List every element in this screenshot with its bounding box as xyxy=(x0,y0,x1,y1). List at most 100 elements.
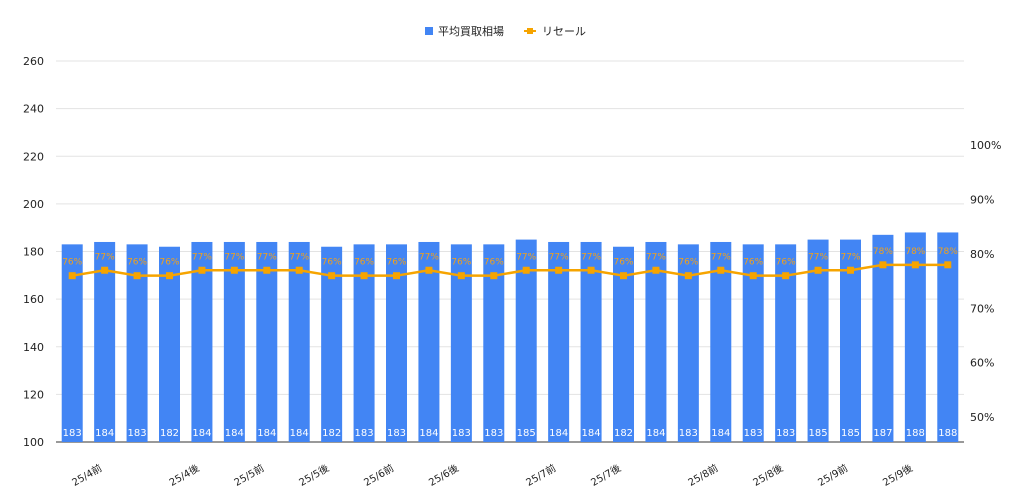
line-marker xyxy=(393,272,400,280)
bar xyxy=(840,239,861,442)
bar-value-label: 183 xyxy=(63,428,82,439)
x-tick-label: 25/8後 xyxy=(751,461,786,488)
line-marker xyxy=(166,272,173,280)
bar-value-label: 182 xyxy=(160,428,179,439)
left-axis-tick-label: 180 xyxy=(23,246,44,259)
bar-value-label: 183 xyxy=(452,428,471,439)
bar-value-label: 188 xyxy=(938,428,957,439)
line-marker xyxy=(911,261,919,269)
bar-value-label: 182 xyxy=(322,428,341,439)
bar xyxy=(807,239,829,442)
line-value-label: 76% xyxy=(62,258,82,268)
x-axis: 25/4前 25/4後 25/5前 25/5後 25/6前 25/6後 25/7前 25/7後… xyxy=(70,461,915,488)
bar-value-label: 183 xyxy=(679,428,698,439)
bar-value-label: 185 xyxy=(517,428,536,439)
x-tick-label: 25/6前 xyxy=(361,461,396,488)
line-value-label: 77% xyxy=(646,252,666,262)
bar-value-label: 185 xyxy=(809,428,828,439)
line-value-label: 76% xyxy=(451,258,471,268)
line-value-label: 77% xyxy=(192,252,212,262)
bar xyxy=(223,241,245,442)
bar-value-label: 183 xyxy=(128,428,147,439)
bar-value-label: 184 xyxy=(549,428,568,439)
bar xyxy=(159,246,180,442)
bar xyxy=(450,244,472,442)
bar-value-label: 183 xyxy=(744,428,763,439)
line-marker xyxy=(68,272,76,280)
bar xyxy=(872,234,894,442)
line-value-label: 77% xyxy=(257,252,277,262)
bar-value-label: 184 xyxy=(290,428,309,439)
line-marker xyxy=(425,266,433,274)
x-tick-label: 25/7前 xyxy=(524,461,559,488)
right-axis-tick-label: 70% xyxy=(970,302,994,315)
line-marker xyxy=(620,272,627,280)
line-value-label: 77% xyxy=(95,252,115,262)
legend-label-bar: 平均買取相場 xyxy=(438,25,504,38)
line-marker xyxy=(944,261,952,269)
bar-value-label: 183 xyxy=(355,428,374,439)
bar-value-label: 185 xyxy=(841,428,860,439)
line-value-label: 76% xyxy=(613,258,633,268)
line-value-label: 76% xyxy=(159,258,179,268)
line-value-label: 77% xyxy=(711,252,731,262)
bar xyxy=(191,241,213,442)
bar xyxy=(321,246,343,442)
bar xyxy=(613,246,634,442)
left-axis-tick-label: 220 xyxy=(23,150,44,163)
x-tick-label: 25/4後 xyxy=(167,461,202,488)
bar-value-label: 184 xyxy=(225,428,244,439)
bar xyxy=(937,232,959,442)
line-value-label: 78% xyxy=(938,247,958,257)
line-marker xyxy=(101,266,109,274)
bar-value-label: 184 xyxy=(419,428,438,439)
x-tick-label: 25/5前 xyxy=(232,461,267,488)
line-value-label: 76% xyxy=(743,258,763,268)
right-axis-tick-label: 80% xyxy=(970,248,994,261)
line-marker xyxy=(684,272,692,280)
line-marker xyxy=(198,266,206,274)
line-value-label: 76% xyxy=(322,258,342,268)
bar-value-label: 184 xyxy=(646,428,665,439)
bar xyxy=(126,244,148,442)
line-value-label: 77% xyxy=(516,252,536,262)
line-path xyxy=(72,263,948,277)
left-axis-tick-label: 260 xyxy=(23,55,44,68)
line-value-label: 76% xyxy=(386,258,406,268)
line-value-label: 76% xyxy=(678,258,698,268)
line-value-label: 77% xyxy=(840,252,860,262)
line-value-label: 78% xyxy=(873,247,893,257)
right-axis-tick-label: 90% xyxy=(970,194,994,207)
bar-value-label: 188 xyxy=(906,428,925,439)
bar xyxy=(353,244,375,442)
bar-value-labels: 183 184 183 182 184 184 184 184 182 183 183 184 183 1… xyxy=(63,428,958,439)
line-value-label: 77% xyxy=(808,252,828,262)
bar xyxy=(710,241,732,442)
bar xyxy=(94,241,116,442)
x-tick-label: 25/6後 xyxy=(426,461,461,488)
bar xyxy=(742,244,764,442)
bar xyxy=(515,239,537,442)
legend: 平均買取相場 リセール xyxy=(425,25,586,38)
bar xyxy=(645,241,667,442)
bar-value-label: 184 xyxy=(711,428,730,439)
line-marker xyxy=(782,272,790,280)
line-marker xyxy=(490,272,498,280)
line-value-label: 77% xyxy=(419,252,439,262)
bar-series xyxy=(61,232,959,442)
line-marker xyxy=(328,272,336,280)
line-value-label: 76% xyxy=(354,258,374,268)
x-tick-label: 25/7後 xyxy=(588,461,623,488)
legend-label-line: リセール xyxy=(542,25,586,38)
bar-value-label: 184 xyxy=(582,428,601,439)
line-value-label: 77% xyxy=(549,252,569,262)
left-axis-tick-label: 160 xyxy=(23,293,44,306)
left-axis-tick-label: 200 xyxy=(23,198,44,211)
bar-value-label: 183 xyxy=(776,428,795,439)
line-marker xyxy=(522,266,530,274)
bar-value-label: 184 xyxy=(95,428,114,439)
line-marker xyxy=(555,266,563,274)
bar xyxy=(580,241,602,442)
line-value-label: 76% xyxy=(484,258,504,268)
